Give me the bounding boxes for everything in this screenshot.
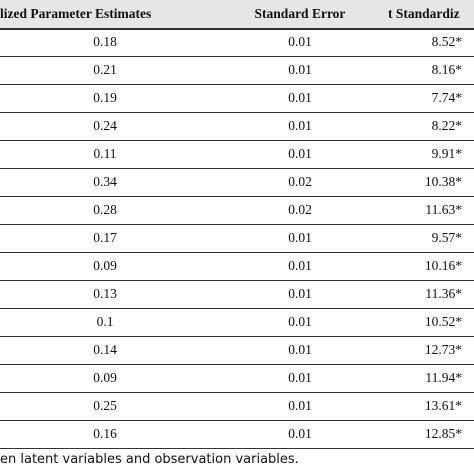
table-cell: 0.28 (93, 202, 117, 217)
table-cell: 0.25 (93, 398, 117, 413)
table-cell: 0.11 (93, 146, 117, 161)
table-cell: 13.61* (424, 398, 462, 413)
table-cell: 0.18 (93, 34, 117, 49)
table-cell: 0.01 (288, 398, 312, 413)
table-cell: 0.01 (288, 258, 312, 273)
header-background (0, 0, 474, 28)
table-cell: 9.57* (431, 230, 462, 245)
table-cell: 0.01 (288, 286, 312, 301)
row-rule (0, 308, 474, 309)
row-rule (0, 252, 474, 253)
table-cell: 0.21 (93, 62, 117, 77)
header-cell: Standard Error (254, 6, 346, 21)
table-cell: 10.16* (424, 258, 462, 273)
row-rule (0, 392, 474, 393)
row-rule (0, 140, 474, 141)
header-cell: t Standardiz (388, 6, 460, 21)
table-cell: 9.91* (431, 146, 462, 161)
table-cell: 0.14 (93, 342, 117, 357)
table-cell: 11.36* (425, 286, 462, 301)
header-cell: lized Parameter Estimates (0, 6, 152, 21)
table-cell: 0.16 (93, 426, 117, 441)
table-cell: 0.17 (93, 230, 117, 245)
table-cell: 0.01 (288, 426, 312, 441)
table-cell: 0.24 (93, 118, 117, 133)
row-rule (0, 420, 474, 421)
table-cell: 0.02 (288, 174, 312, 189)
table-cell: 0.02 (288, 202, 312, 217)
table-cell: 8.22* (431, 118, 462, 133)
table-cell: 12.73* (424, 342, 462, 357)
table-cell: 0.01 (288, 370, 312, 385)
table-cell: 0.1 (96, 314, 114, 329)
row-rule (0, 280, 474, 281)
row-rule (0, 224, 474, 225)
table-cell: 0.01 (288, 118, 312, 133)
table-cell: 10.52* (424, 314, 462, 329)
header-rule (0, 28, 474, 30)
table-cell: 11.63* (425, 202, 462, 217)
table-cell: 12.85* (424, 426, 462, 441)
table-cell: 0.09 (93, 258, 117, 273)
table-cell: 0.01 (288, 230, 312, 245)
table-cell: 8.52* (431, 34, 462, 49)
row-rule (0, 196, 474, 197)
table-cell: 7.74* (431, 90, 462, 105)
row-rule (0, 84, 474, 85)
table-cell: 0.09 (93, 370, 117, 385)
row-rule (0, 112, 474, 113)
row-rule (0, 336, 474, 337)
footnote: en latent variables and observation vari… (0, 452, 299, 467)
row-rule (0, 448, 474, 449)
row-rule (0, 168, 474, 169)
table-cell: 0.01 (288, 314, 312, 329)
table-cell: 0.01 (288, 62, 312, 77)
table-cell: 0.01 (288, 90, 312, 105)
table-cell: 0.34 (93, 174, 117, 189)
table-cell: 0.19 (93, 90, 117, 105)
table-cell: 0.01 (288, 342, 312, 357)
table-cell: 10.38* (424, 174, 462, 189)
table-cell: 8.16* (431, 62, 462, 77)
table-cell: 11.94* (425, 370, 462, 385)
table-cell: 0.01 (288, 34, 312, 49)
row-rule (0, 364, 474, 365)
table-cell: 0.01 (288, 146, 312, 161)
table-cell: 0.13 (93, 286, 117, 301)
row-rule (0, 56, 474, 57)
